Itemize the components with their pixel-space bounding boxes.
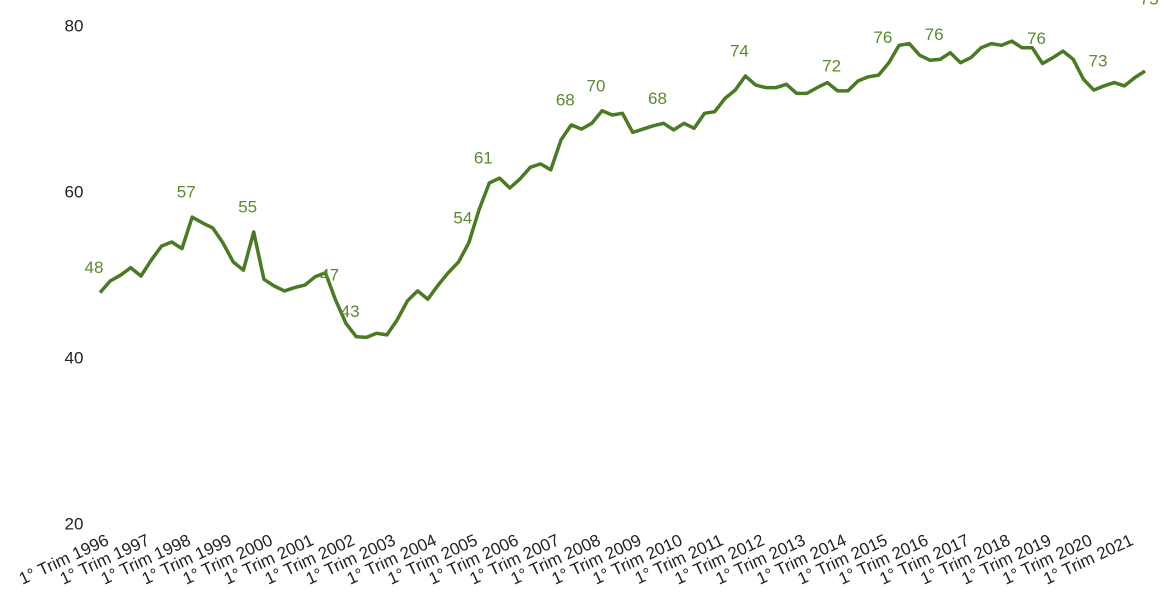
data-label: 47 [320,266,339,285]
data-label: 68 [556,90,575,109]
data-label: 43 [341,302,360,321]
data-label: 74 [730,41,749,60]
data-label: 76 [1027,29,1046,48]
data-label: 76 [925,25,944,44]
data-label: 54 [453,208,472,227]
y-tick-label: 20 [65,514,84,533]
y-tick-label: 60 [65,182,84,201]
data-label: 70 [587,76,606,95]
y-tick-label: 40 [65,348,84,367]
data-label: 61 [474,149,493,168]
line [98,39,1146,340]
data-label: 75 [1140,0,1159,8]
data-label: 76 [873,28,892,47]
data-label: 55 [238,197,257,216]
y-tick-label: 80 [65,16,84,35]
data-label: 68 [648,89,667,108]
data-label: 57 [177,183,196,202]
data-label: 73 [1089,51,1108,70]
data-label: 72 [822,56,841,75]
data-label: 48 [85,258,104,277]
